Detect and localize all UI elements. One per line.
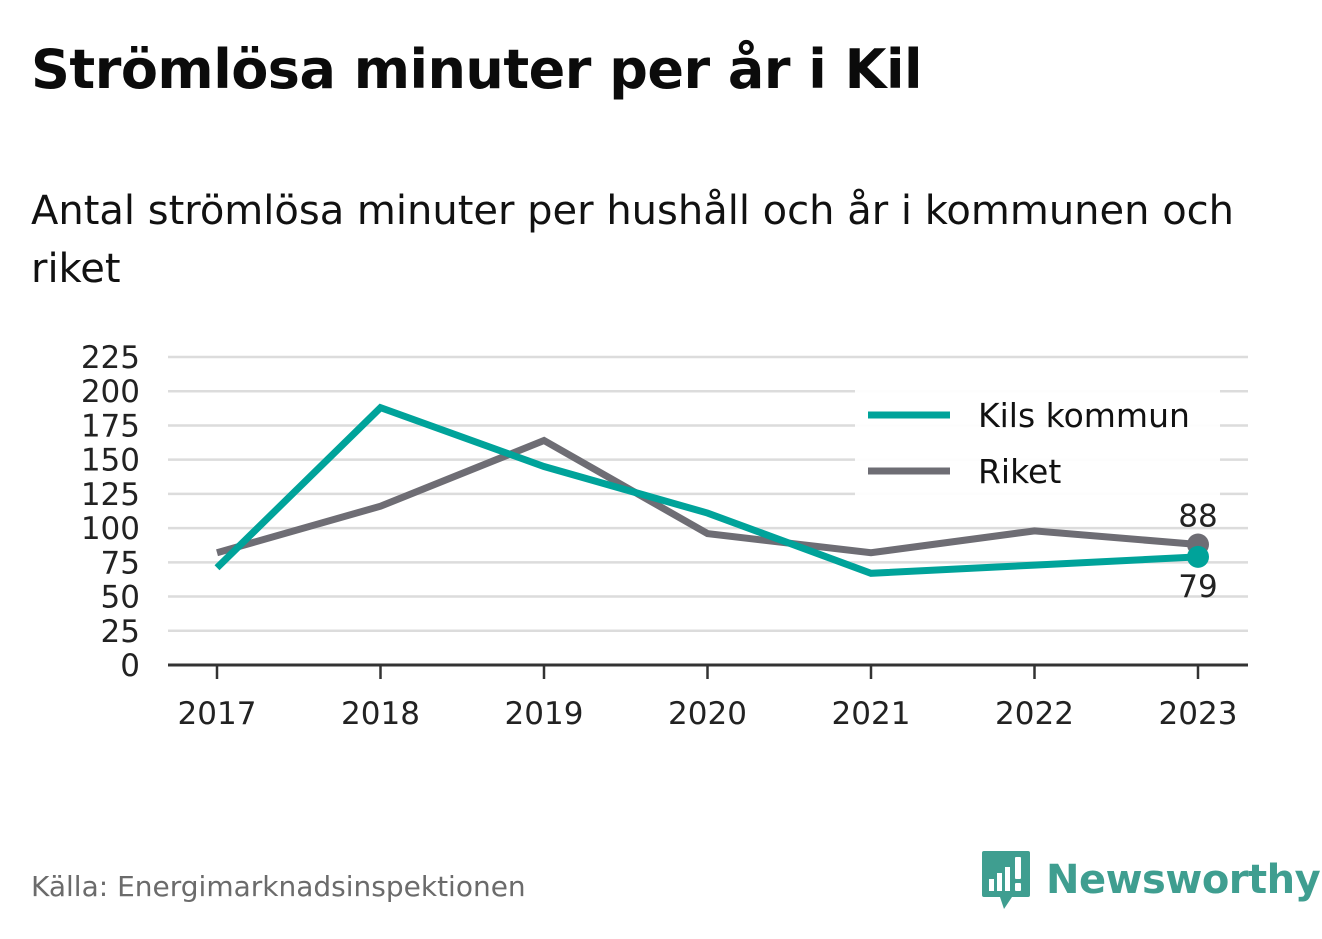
logo-text: Newsworthy — [1046, 857, 1321, 903]
end-label-riket: 88 — [1178, 499, 1217, 535]
legend-label: Kils kommun — [978, 396, 1190, 435]
x-tick-label: 2019 — [505, 696, 584, 732]
y-tick-label: 175 — [81, 408, 140, 444]
series-lines — [214, 403, 1209, 577]
y-tick-label: 150 — [81, 443, 140, 479]
chart-subtitle: Antal strömlösa minuter per hushåll och … — [31, 188, 1235, 292]
newsworthy-logo[interactable]: Newsworthy — [980, 848, 1321, 912]
x-tick-label: 2017 — [178, 696, 257, 732]
x-tick-label: 2020 — [668, 696, 747, 732]
end-labels: 88 79 — [1178, 499, 1217, 605]
legend-background — [855, 385, 1220, 497]
x-axis: 2017 2018 2019 2020 2021 2022 2023 — [168, 663, 1248, 732]
x-tick-label: 2021 — [832, 696, 911, 732]
x-tick-label: 2018 — [341, 696, 420, 732]
legend: Kils kommun Riket — [855, 385, 1220, 497]
y-tick-label: 0 — [120, 648, 140, 684]
source-note: Källa: Energimarknadsinspektionen — [31, 870, 526, 903]
y-tick-label: 50 — [101, 580, 140, 616]
chart-title: Strömlösa minuter per år i Kil — [31, 38, 922, 101]
x-tick-label: 2023 — [1159, 696, 1238, 732]
series-line — [216, 436, 1199, 557]
end-point — [1187, 545, 1209, 568]
series-line — [214, 403, 1199, 577]
y-tick-label: 75 — [101, 545, 140, 581]
bar-chart-speech-bubble-icon — [982, 851, 1030, 909]
end-label-kil: 79 — [1178, 569, 1217, 605]
y-tick-label: 100 — [81, 511, 140, 547]
x-tick-label: 2022 — [995, 696, 1074, 732]
y-tick-label: 200 — [81, 374, 140, 410]
legend-label: Riket — [978, 452, 1061, 491]
y-tick-label: 225 — [81, 340, 140, 376]
y-tick-label: 125 — [81, 477, 140, 513]
y-tick-label: 25 — [101, 614, 140, 650]
